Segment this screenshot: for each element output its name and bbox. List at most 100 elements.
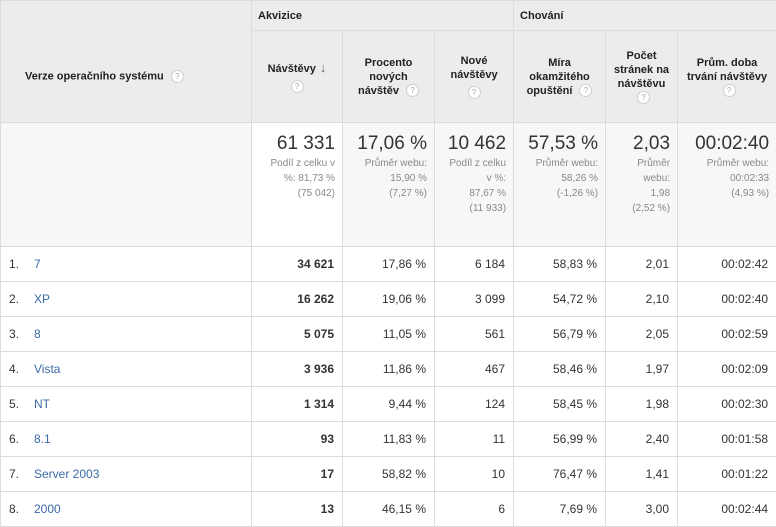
total-visits: 61 331 Podíl z celku v %: 81,73 % (75 04… [252,123,343,247]
cell-new-visits: 10 [435,457,514,492]
column-header-visits[interactable]: Návštěvy ↓? [252,31,343,123]
total-bounce-rate: 57,53 % Průměr webu: 58,26 % (-1,26 %) [514,123,606,247]
os-version-link[interactable]: 7 [34,257,41,271]
cell-new-visits: 124 [435,387,514,422]
os-version-link[interactable]: 8.1 [34,432,51,446]
cell-visits: 13 [252,492,343,527]
os-version-link[interactable]: Server 2003 [34,467,99,481]
cell-pct-new: 11,83 % [343,422,435,457]
help-icon[interactable]: ? [406,84,419,97]
column-header-bounce-rate[interactable]: Míra okamžitého opuštění ? [514,31,606,123]
row-index: 3. [9,327,34,341]
total-subtext: v %: [439,172,506,185]
help-icon[interactable]: ? [468,86,481,99]
group-behavior-header: Chování [514,1,776,31]
cell-visits: 5 075 [252,317,343,352]
column-group-header-row: Akvizice Chování [1,1,776,31]
total-subtext: 1,98 [610,187,670,200]
cell-pages-per-visit: 2,05 [606,317,678,352]
column-header-new-visits[interactable]: Nové návštěvy? [435,31,514,123]
total-value: 57,53 % [518,133,598,155]
column-header-row: Verze operačního systému ? Návštěvy ↓? Pr… [1,31,776,123]
os-version-link[interactable]: Vista [34,362,60,376]
row-dimension-cell: 2.XP [1,282,252,317]
total-value: 10 462 [439,133,506,155]
table-row: 7.Server 2003 17 58,82 % 10 76,47 % 1,41… [1,457,776,492]
cell-pct-new: 17,86 % [343,247,435,282]
total-subtext: 00:02:33 [682,172,769,185]
column-header-label: Procento nových návštěv [358,57,412,97]
table-row: 1.7 34 621 17,86 % 6 184 58,83 % 2,01 00… [1,247,776,282]
row-index: 7. [9,467,34,481]
cell-visits: 34 621 [252,247,343,282]
total-subtext: Průměr webu: [518,157,598,170]
cell-new-visits: 11 [435,422,514,457]
column-header-pct-new[interactable]: Procento nových návštěv ? [343,31,435,123]
total-subtext: Průměr webu: [347,157,427,170]
cell-bounce-rate: 54,72 % [514,282,606,317]
cell-avg-duration: 00:02:40 [678,282,776,317]
total-subtext: 58,26 % [518,172,598,185]
cell-new-visits: 3 099 [435,282,514,317]
cell-pages-per-visit: 2,40 [606,422,678,457]
os-version-link[interactable]: NT [34,397,50,411]
row-index: 4. [9,362,34,376]
help-icon[interactable]: ? [171,70,184,83]
sort-descending-icon[interactable]: ↓ [320,60,327,75]
cell-bounce-rate: 58,83 % [514,247,606,282]
help-icon[interactable]: ? [291,80,304,93]
column-header-label: Nové návštěvy [450,55,497,81]
row-index: 5. [9,397,34,411]
cell-pct-new: 58,82 % [343,457,435,492]
row-dimension-cell: 8.2000 [1,492,252,527]
cell-pct-new: 19,06 % [343,282,435,317]
total-value: 00:02:40 [682,133,769,155]
row-dimension-cell: 5.NT [1,387,252,422]
cell-visits: 3 936 [252,352,343,387]
cell-pages-per-visit: 3,00 [606,492,678,527]
total-value: 17,06 % [347,133,427,155]
dimension-header-label: Verze operačního systému [25,70,164,82]
total-new-visits: 10 462 Podíl z celku v %: 87,67 % (11 93… [435,123,514,247]
dimension-header-top [1,1,252,31]
cell-visits: 1 314 [252,387,343,422]
column-header-label: Návštěvy [268,63,316,75]
cell-avg-duration: 00:02:09 [678,352,776,387]
os-version-link[interactable]: 2000 [34,502,61,516]
cell-pages-per-visit: 1,41 [606,457,678,492]
cell-new-visits: 561 [435,317,514,352]
totals-dimension-cell [1,123,252,247]
cell-visits: 17 [252,457,343,492]
os-version-link[interactable]: XP [34,292,50,306]
column-header-avg-duration[interactable]: Prům. doba trvání návštěvy ? [678,31,776,123]
total-subtext: Podíl z celku [439,157,506,170]
cell-visits: 16 262 [252,282,343,317]
total-pages-per-visit: 2,03 Průměr webu: 1,98 (2,52 %) [606,123,678,247]
column-header-label: Počet stránek na návštěvu [614,50,669,90]
column-header-pages-per-visit[interactable]: Počet stránek na návštěvu ? [606,31,678,123]
table-row: 8.2000 13 46,15 % 6 7,69 % 3,00 00:02:44 [1,492,776,527]
cell-pct-new: 11,86 % [343,352,435,387]
total-subtext: %: 81,73 % [256,172,335,185]
total-subtext: webu: [610,172,670,185]
cell-new-visits: 467 [435,352,514,387]
cell-bounce-rate: 56,99 % [514,422,606,457]
help-icon[interactable]: ? [579,84,592,97]
table-row: 2.XP 16 262 19,06 % 3 099 54,72 % 2,10 0… [1,282,776,317]
cell-avg-duration: 00:01:22 [678,457,776,492]
table-row: 4.Vista 3 936 11,86 % 467 58,46 % 1,97 0… [1,352,776,387]
cell-avg-duration: 00:02:30 [678,387,776,422]
dimension-column-header: Verze operačního systému ? [1,31,252,123]
total-value: 61 331 [256,133,335,155]
cell-bounce-rate: 58,45 % [514,387,606,422]
table-body: 1.7 34 621 17,86 % 6 184 58,83 % 2,01 00… [1,247,776,527]
cell-avg-duration: 00:02:44 [678,492,776,527]
os-version-link[interactable]: 8 [34,327,41,341]
help-icon[interactable]: ? [637,91,650,104]
total-subtext: Podíl z celku v [256,157,335,170]
cell-new-visits: 6 [435,492,514,527]
help-icon[interactable]: ? [723,84,736,97]
row-dimension-cell: 7.Server 2003 [1,457,252,492]
cell-visits: 93 [252,422,343,457]
